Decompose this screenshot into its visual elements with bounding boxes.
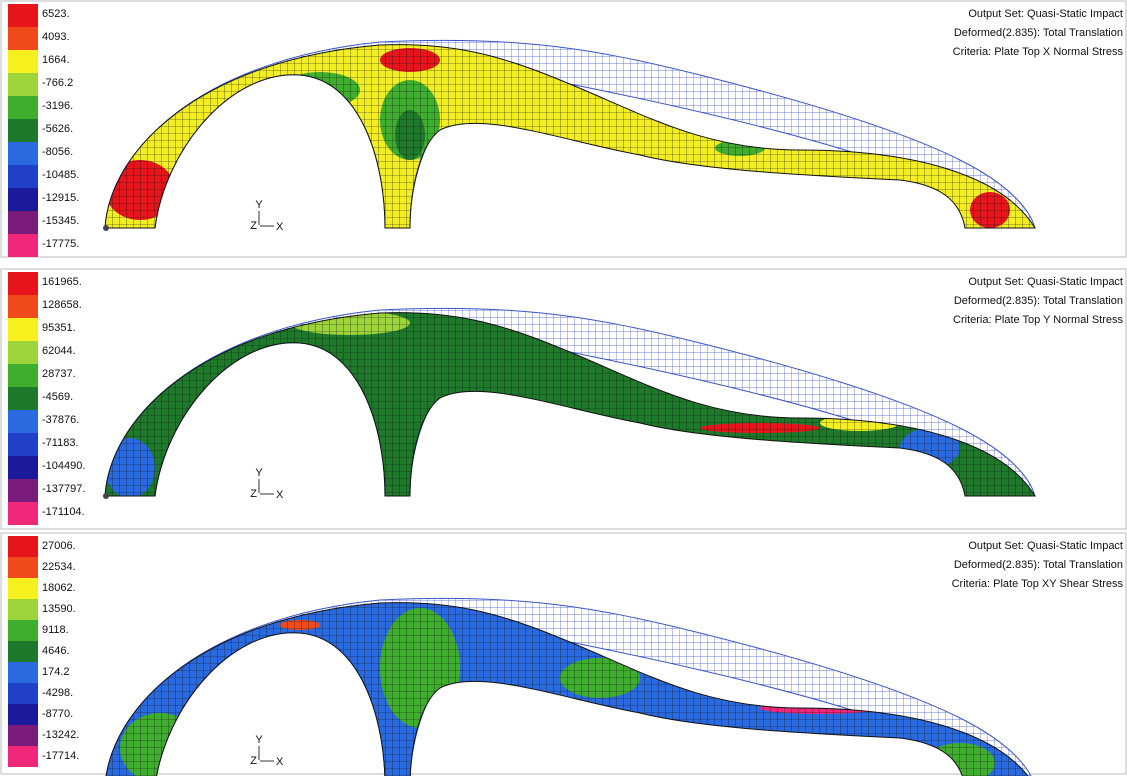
legend-swatch — [8, 211, 38, 234]
legend-label: 1664. — [42, 54, 70, 66]
triad-x: X — [276, 221, 284, 233]
legend-label: -3196. — [42, 100, 73, 112]
mesh-model — [100, 298, 1040, 499]
legend-swatch — [8, 165, 38, 188]
legend-label: -12915. — [42, 192, 79, 204]
page: {"panels": [ {"legend": ["6523.", "4093.… — [0, 0, 1127, 776]
legend-label: 161965. — [42, 276, 82, 288]
legend-swatch — [8, 364, 38, 387]
legend-swatch — [8, 683, 38, 704]
legend-swatch — [8, 188, 38, 211]
triad-y: Y — [255, 467, 263, 479]
legend-swatch — [8, 746, 38, 767]
header-line: Deformed(2.835): Total Translation — [954, 559, 1123, 571]
legend-label: 128658. — [42, 299, 82, 311]
mesh-model — [100, 588, 1040, 776]
legend-label: -10485. — [42, 169, 79, 181]
triad-y: Y — [255, 734, 263, 746]
header-line: Deformed(2.835): Total Translation — [954, 295, 1123, 307]
legend-label: -137797. — [42, 483, 85, 495]
legend-swatch — [8, 341, 38, 364]
legend-label: -8056. — [42, 146, 73, 158]
legend-label: 174.2 — [42, 666, 70, 678]
legend-label: -4298. — [42, 687, 73, 699]
fea-results: 6523. 4093. 1664. -766.2 -3196. -5626. -8056. -… — [0, 0, 1127, 776]
legend-label: -71183. — [42, 437, 79, 449]
legend-swatch — [8, 479, 38, 502]
legend-label: 13590. — [42, 603, 76, 615]
header-line: Criteria: Plate Top XY Shear Stress — [952, 578, 1124, 590]
legend-label: 95351. — [42, 322, 76, 334]
panel: 161965. 128658. 95351. 62044. 28737. -4569. -3… — [1, 269, 1126, 529]
node-marker — [103, 493, 109, 499]
header-line: Criteria: Plate Top X Normal Stress — [953, 46, 1124, 58]
legend-label: 4646. — [42, 645, 70, 657]
header-line: Output Set: Quasi-Static Impact — [968, 276, 1123, 288]
legend-label: 9118. — [42, 624, 69, 636]
legend-swatch — [8, 27, 38, 50]
legend-swatch — [8, 599, 38, 620]
legend-label: 62044. — [42, 345, 76, 357]
triad-x: X — [276, 756, 284, 768]
legend-label: -104490. — [42, 460, 85, 472]
legend-swatch — [8, 641, 38, 662]
legend-label: -4569. — [42, 391, 73, 403]
legend-label: -17714. — [42, 750, 79, 762]
legend-label: -5626. — [42, 123, 73, 135]
legend-label: 28737. — [42, 368, 76, 380]
legend-swatch — [8, 234, 38, 257]
legend-swatch — [8, 704, 38, 725]
mesh-model — [100, 30, 1040, 231]
legend-swatch — [8, 50, 38, 73]
legend-swatch — [8, 620, 38, 641]
legend-label: 22534. — [42, 561, 76, 573]
legend-swatch — [8, 662, 38, 683]
legend-swatch — [8, 410, 38, 433]
panel: 27006. 22534. 18062. 13590. 9118. 4646. 174.2 -… — [1, 533, 1126, 776]
legend-label: -15345. — [42, 215, 79, 227]
legend-label: -171104. — [42, 506, 85, 518]
legend-swatch — [8, 272, 38, 295]
header-line: Criteria: Plate Top Y Normal Stress — [953, 314, 1123, 326]
triad-z: Z — [250, 488, 257, 500]
legend-swatch — [8, 456, 38, 479]
legend-label: -8770. — [42, 708, 73, 720]
triad-x: X — [276, 489, 284, 501]
legend-swatch — [8, 433, 38, 456]
header-line: Output Set: Quasi-Static Impact — [968, 540, 1123, 552]
legend-swatch — [8, 142, 38, 165]
legend-swatch — [8, 73, 38, 96]
legend-label: -37876. — [42, 414, 79, 426]
legend-swatch — [8, 96, 38, 119]
legend-swatch — [8, 536, 38, 557]
node-marker — [103, 225, 109, 231]
legend-label: 6523. — [42, 8, 70, 20]
triad-z: Z — [250, 220, 257, 232]
legend-label: 4093. — [42, 31, 70, 43]
legend-swatch — [8, 725, 38, 746]
legend-swatch — [8, 119, 38, 142]
legend-swatch — [8, 318, 38, 341]
legend-swatch — [8, 502, 38, 525]
header-line: Output Set: Quasi-Static Impact — [968, 8, 1123, 20]
legend-swatch — [8, 295, 38, 318]
legend-label: -13242. — [42, 729, 79, 741]
legend-swatch — [8, 387, 38, 410]
panel: 6523. 4093. 1664. -766.2 -3196. -5626. -8056. -… — [1, 1, 1126, 257]
legend-label: 18062. — [42, 582, 76, 594]
legend-swatch — [8, 578, 38, 599]
legend-label: -17775. — [42, 238, 79, 250]
header-line: Deformed(2.835): Total Translation — [954, 27, 1123, 39]
triad-z: Z — [250, 755, 257, 767]
legend-label: 27006. — [42, 540, 76, 552]
legend-swatch — [8, 4, 38, 27]
triad-y: Y — [255, 199, 263, 211]
legend-swatch — [8, 557, 38, 578]
legend-label: -766.2 — [42, 77, 73, 89]
